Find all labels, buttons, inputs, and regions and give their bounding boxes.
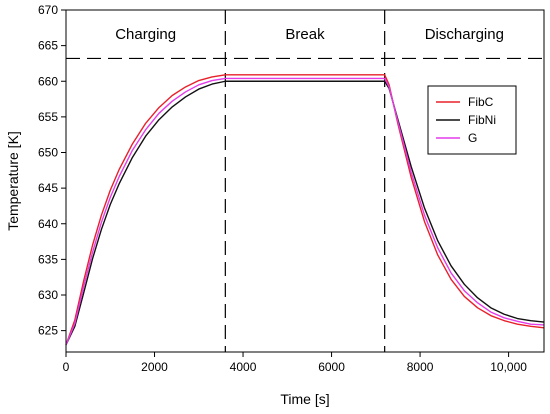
y-tick-label: 635	[38, 252, 58, 266]
series-line-g	[65, 77, 545, 346]
y-tick-label: 625	[38, 324, 58, 338]
legend: FibC FibNi G	[427, 85, 517, 155]
y-tick-label: 670	[38, 3, 58, 17]
series-lines	[65, 74, 545, 346]
plot-area-frame	[65, 9, 545, 353]
x-tick-label: 4000	[230, 360, 257, 374]
y-axis-ticks: 625 630 635 640 645 650 655 660 665 670	[38, 3, 66, 338]
y-tick-label: 655	[38, 110, 58, 124]
phase-dividers	[66, 10, 544, 352]
legend-label: G	[468, 131, 477, 145]
x-axis-ticks: 0 2000 4000 6000 8000 10,000	[63, 352, 527, 374]
phase-label: Break	[285, 26, 325, 43]
y-tick-label: 630	[38, 288, 58, 302]
y-tick-label: 665	[38, 39, 58, 53]
x-tick-label: 10,000	[490, 360, 527, 374]
phase-label: Charging	[115, 26, 176, 43]
x-tick-label: 0	[63, 360, 70, 374]
y-axis-label: Temperature [K]	[5, 131, 21, 231]
phase-labels: Charging Break Discharging	[115, 26, 504, 43]
series-line-fibni	[65, 80, 545, 346]
y-tick-label: 650	[38, 146, 58, 160]
series-line-fibc	[65, 74, 545, 346]
x-tick-label: 8000	[407, 360, 434, 374]
y-tick-label: 645	[38, 181, 58, 195]
x-tick-label: 6000	[318, 360, 345, 374]
legend-label: FibNi	[468, 113, 496, 127]
phase-label: Discharging	[425, 26, 504, 43]
x-axis-label: Time [s]	[280, 391, 329, 407]
legend-label: FibC	[468, 95, 494, 109]
x-tick-label: 2000	[141, 360, 168, 374]
y-tick-label: 660	[38, 74, 58, 88]
y-tick-label: 640	[38, 217, 58, 231]
